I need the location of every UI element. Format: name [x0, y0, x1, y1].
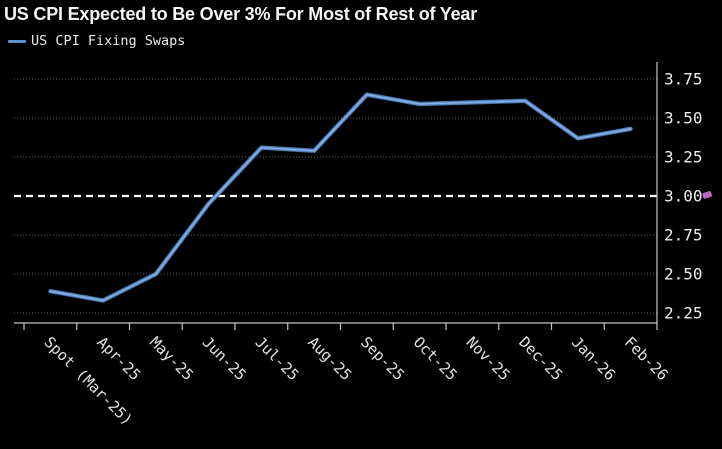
series-line-outline [48, 92, 633, 303]
x-axis-label: Apr-25 [93, 333, 144, 384]
x-axis-label: Spot (Mar-25) [41, 333, 137, 429]
legend: US CPI Fixing Swaps [8, 33, 185, 49]
x-axis-label: Feb-26 [621, 333, 672, 384]
y-axis-label: 2.50 [664, 265, 703, 284]
series-line-highlight [49, 93, 632, 302]
y-axis-label: 3.00 [664, 187, 703, 206]
y-axis-label: 3.25 [664, 148, 703, 167]
x-axis-label: Sep-25 [357, 333, 408, 384]
axis-frame [14, 62, 658, 324]
y-axis-label: 2.75 [664, 226, 703, 245]
chart-title: US CPI Expected to Be Over 3% For Most o… [4, 4, 477, 24]
x-axis-label: Oct-25 [410, 333, 461, 384]
x-axis-label: Jan-26 [568, 333, 619, 384]
x-axis-label: Dec-25 [515, 333, 566, 384]
x-axis-label: Jul-25 [252, 333, 303, 384]
legend-series-label: US CPI Fixing Swaps [31, 33, 186, 49]
line-edit-marker-icon[interactable] [702, 191, 712, 199]
x-axis-label: May-25 [146, 333, 197, 384]
legend-line-swatch-icon [8, 39, 26, 43]
y-axis-label: 3.50 [664, 109, 703, 128]
x-axis-label: Aug-25 [304, 333, 355, 384]
x-axis-label: Nov-25 [463, 333, 514, 384]
y-axis-label: 3.75 [664, 70, 703, 89]
y-axis-label: 2.25 [664, 304, 703, 323]
x-axis-label: Jun-25 [199, 333, 250, 384]
